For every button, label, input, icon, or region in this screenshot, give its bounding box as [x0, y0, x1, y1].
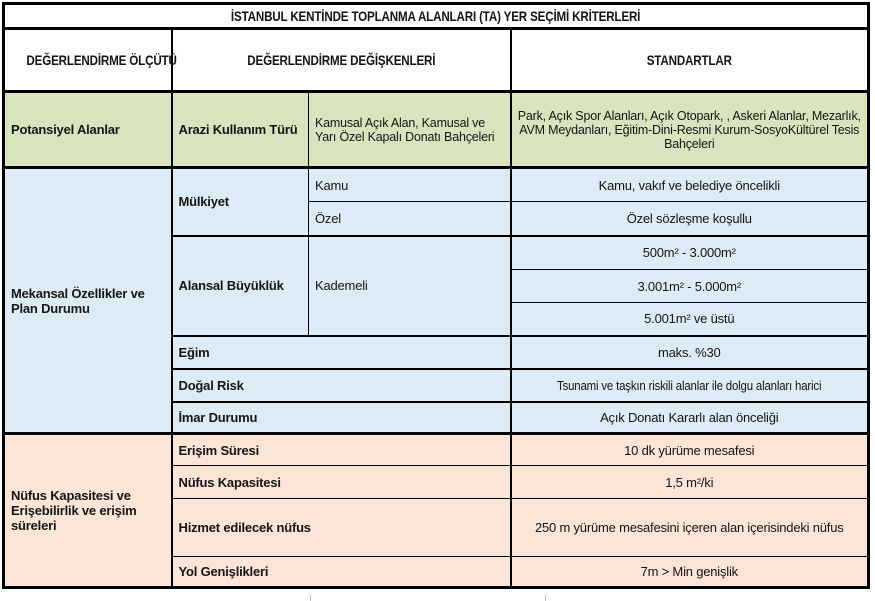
ownership-private-row: Özel Özel sözleşme koşullu — [4, 201, 870, 237]
natural-risk-standard-text: Tsunami ve taşkın riskili alanlar ile do… — [557, 377, 822, 393]
natural-risk-label-cell: Doğal Risk — [171, 368, 512, 403]
area-size-tier1-cell: 500m² - 3.000m² — [509, 235, 870, 270]
header-criterion: DEĞERLENDİRME ÖLÇÜTÜ — [3, 28, 177, 93]
access-time-label-cell: Erişim Süresi — [171, 433, 512, 466]
title-row: İSTANBUL KENTİNDE TOPLANMA ALANLARI (TA)… — [2, 3, 870, 30]
capacity-row: Nüfus Kapasitesi 1,5 m²/ki — [4, 465, 870, 499]
area-size-tier2-cell: 3.001m² - 5.000m² — [509, 269, 870, 303]
access-time-row: Nüfus Kapasitesi ve Erişebilirlik ve eri… — [3, 433, 870, 588]
natural-risk-standard-cell: Tsunami ve taşkın riskili alanlar ile do… — [509, 368, 870, 403]
zoning-standard-cell: Açık Donatı Kararlı alan önceliği — [509, 401, 870, 435]
ownership-public-value-cell: Kamu — [308, 167, 512, 202]
area-size-label-cell: Alansal Büyüklük — [171, 235, 309, 337]
header-variables-text: DEĞERLENDİRME DEĞİŞKENLERİ — [246, 52, 436, 68]
table-title: İSTANBUL KENTİNDE TOPLANMA ALANLARI (TA)… — [2, 3, 870, 30]
served-population-standard-cell: 250 m yürüme mesafesini içeren alan içer… — [509, 498, 870, 557]
land-use-label-cell: Arazi Kullanım Türü — [171, 91, 309, 169]
road-widths-row: Yol Genişlikleri 7m > Min genişlik — [4, 556, 870, 588]
header-criterion-text: DEĞERLENDİRME ÖLÇÜTÜ — [26, 52, 177, 68]
header-standards-text: STANDARTLAR — [646, 52, 732, 68]
gridline-stub — [310, 595, 311, 601]
road-widths-label-cell: Yol Genişlikleri — [171, 556, 512, 588]
served-population-row: Hizmet edilecek nüfus 250 m yürüme mesaf… — [4, 498, 870, 557]
spatial-criterion-cell: Mekansal Özellikler ve Plan Durumu — [3, 167, 173, 435]
table-title-text: İSTANBUL KENTİNDE TOPLANMA ALANLARI (TA)… — [231, 8, 641, 24]
slope-row: Eğim maks. %30 — [4, 335, 870, 370]
population-criterion-cell: Nüfus Kapasitesi ve Erişebilirlik ve eri… — [3, 433, 173, 588]
area-size-tier1-row: Alansal Büyüklük Kademeli 500m² - 3.000m… — [4, 235, 870, 337]
slope-label-cell: Eğim — [171, 335, 512, 370]
ownership-public-row: Mekansal Özellikler ve Plan Durumu Mülki… — [3, 167, 870, 435]
zoning-row: İmar Durumu Açık Donatı Kararlı alan önc… — [4, 401, 870, 435]
ownership-public-standard-cell: Kamu, vakıf ve belediye öncelikli — [509, 167, 870, 202]
capacity-label-cell: Nüfus Kapasitesi — [171, 465, 512, 499]
slope-standard-cell: maks. %30 — [509, 335, 870, 370]
land-use-standard-cell: Park, Açık Spor Alanları, Açık Otopark, … — [509, 91, 870, 169]
area-size-tier3-cell: 5.001m² ve üstü — [509, 302, 870, 337]
header-standards: STANDARTLAR — [509, 28, 870, 93]
header-row: DEĞERLENDİRME ÖLÇÜTÜ DEĞERLENDİRME DEĞİŞ… — [3, 28, 870, 93]
access-time-standard-cell: 10 dk yürüme mesafesi — [509, 433, 870, 466]
zoning-label-cell: İmar Durumu — [171, 401, 512, 435]
road-widths-standard-cell: 7m > Min genişlik — [509, 556, 870, 588]
capacity-standard-cell: 1,5 m²/ki — [509, 465, 870, 499]
ownership-label-cell: Mülkiyet — [171, 167, 309, 237]
ownership-private-value-cell: Özel — [308, 201, 512, 237]
gridline-stub — [545, 595, 546, 601]
ownership-private-standard-cell: Özel sözleşme koşullu — [509, 201, 870, 237]
area-size-tier3-row: 5.001m² ve üstü — [4, 302, 870, 337]
potential-areas-row: Potansiyel Alanlar Arazi Kullanım Türü K… — [3, 91, 870, 169]
served-population-label-cell: Hizmet edilecek nüfus — [171, 498, 512, 557]
header-variables: DEĞERLENDİRME DEĞİŞKENLERİ — [171, 28, 512, 93]
criteria-table: İSTANBUL KENTİNDE TOPLANMA ALANLARI (TA)… — [2, 2, 871, 589]
potential-criterion-cell: Potansiyel Alanlar — [3, 91, 173, 169]
area-size-tier2-row: 3.001m² - 5.000m² — [4, 269, 870, 303]
area-size-value-cell: Kademeli — [308, 235, 512, 337]
land-use-value-cell: Kamusal Açık Alan, Kamusal ve Yarı Özel … — [308, 91, 512, 169]
natural-risk-row: Doğal Risk Tsunami ve taşkın riskili ala… — [4, 368, 870, 403]
